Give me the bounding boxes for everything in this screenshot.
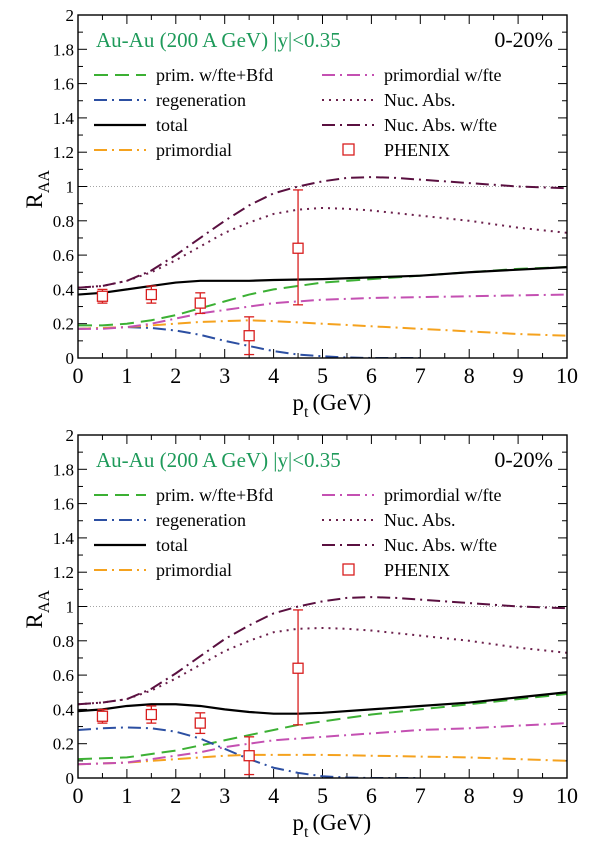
top-xtick-label: 3 <box>219 363 230 388</box>
top-series-primordial <box>78 319 567 337</box>
top-xtick-label: 6 <box>366 363 377 388</box>
bottom-legend-label: prim. w/fte+Bfd <box>156 485 273 505</box>
bottom-xtick-label: 5 <box>317 783 328 808</box>
bottom-legend-phenix-marker <box>342 563 355 576</box>
bottom-ytick-label: 0.8 <box>53 632 74 651</box>
top-xtick-label: 8 <box>464 363 475 388</box>
top-series-nuc-abs <box>78 206 567 289</box>
bottom-series-total <box>78 691 567 715</box>
bottom-ytick-label: 2 <box>66 426 75 445</box>
bottom-xtick-label: 1 <box>121 783 132 808</box>
top-phenix-point <box>145 288 158 301</box>
bottom-legend-label: regeneration <box>156 510 246 530</box>
bottom-series-primordial-w-fte <box>78 722 567 766</box>
bottom-phenix-point <box>292 662 304 674</box>
bottom-xtick-label: 0 <box>73 783 84 808</box>
top-legend-label: prim. w/fte+Bfd <box>156 65 273 85</box>
top-legend-phenix-marker <box>342 143 355 156</box>
bottom-panel: 0 1 2 3 4 5 6 7 8 9 10 0 0.2 0.4 0.6 0.8 1 1.2 1.4 1.6 1.8 2 A… <box>22 426 578 841</box>
bottom-ytick-label: 0.4 <box>53 700 75 719</box>
top-phenix-point <box>243 330 255 342</box>
top-xtick-label: 5 <box>317 363 328 388</box>
bottom-xtick-label: 2 <box>170 783 181 808</box>
bottom-phenix-point <box>96 710 109 722</box>
top-plot-frame <box>77 14 568 359</box>
top-series-total <box>78 266 567 296</box>
bottom-legend-label: Nuc. Abs. w/fte <box>384 535 497 555</box>
bottom-ytick-label: 1.8 <box>53 460 74 479</box>
bottom-chart-title: Au-Au (200 A GeV) |y|<0.35 <box>96 448 341 472</box>
top-legend-label: Nuc. Abs. w/fte <box>384 115 497 135</box>
top-xtick-label: 10 <box>556 363 578 388</box>
top-phenix-point <box>96 290 109 302</box>
bottom-series-primordial <box>78 753 567 766</box>
top-chart-title: Au-Au (200 A GeV) |y|<0.35 <box>96 28 341 52</box>
top-xtick-label: 9 <box>513 363 524 388</box>
top-phenix-point <box>194 297 206 309</box>
top-xtick-label: 2 <box>170 363 181 388</box>
top-ytick-label: 0.2 <box>53 315 74 334</box>
top-ytick-label: 1.4 <box>53 109 75 128</box>
bottom-legend-label: primordial w/fte <box>384 485 501 505</box>
top-ytick-label: 1 <box>66 178 75 197</box>
top-ytick-label: 2 <box>66 6 75 25</box>
bottom-ytick-label: 1.6 <box>53 495 74 514</box>
bottom-legend-label: Nuc. Abs. <box>384 510 456 530</box>
top-x-axis-label: pt (GeV) <box>293 390 372 421</box>
top-legend-label: total <box>156 115 188 135</box>
top-legend-label: primordial <box>156 140 232 160</box>
top-xtick-label: 1 <box>121 363 132 388</box>
bottom-legend-label: total <box>156 535 188 555</box>
top-phenix-point <box>292 242 304 254</box>
bottom-legend-label: PHENIX <box>384 560 450 580</box>
bottom-series-regeneration <box>78 726 421 778</box>
top-ytick-label: 1.6 <box>53 75 74 94</box>
top-ytick-label: 1.8 <box>53 40 74 59</box>
bottom-ytick-label: 1.4 <box>53 529 75 548</box>
top-ytick-label: 0.6 <box>53 246 74 265</box>
top-legend-label: PHENIX <box>384 140 450 160</box>
top-series-nuc-abs-w-fte <box>78 176 567 289</box>
top-legend-label: Nuc. Abs. <box>384 90 456 110</box>
bottom-xtick-label: 3 <box>219 783 230 808</box>
bottom-series-nuc-abs-w-fte <box>78 596 567 706</box>
bottom-ytick-label: 1 <box>66 598 75 617</box>
top-legend-label: regeneration <box>156 90 246 110</box>
top-series-primordial-w-fte <box>78 293 567 330</box>
top-centrality-label: 0-20% <box>494 27 553 52</box>
top-xtick-label: 0 <box>73 363 84 388</box>
bottom-ytick-label: 1.2 <box>53 563 74 582</box>
bottom-phenix-point <box>194 717 206 729</box>
bottom-series-nuc-abs <box>78 626 567 706</box>
bottom-x-axis-label: pt (GeV) <box>293 810 372 841</box>
top-ytick-label: 0.4 <box>53 280 75 299</box>
top-ytick-label: 0 <box>66 349 75 368</box>
bottom-xtick-label: 6 <box>366 783 377 808</box>
top-xtick-label: 4 <box>268 363 279 388</box>
bottom-xtick-label: 10 <box>556 783 578 808</box>
top-y-axis-label: RAA <box>22 170 53 209</box>
bottom-y-axis-label: RAA <box>22 590 53 629</box>
bottom-xtick-label: 8 <box>464 783 475 808</box>
bottom-ytick-label: 0 <box>66 769 75 788</box>
top-ytick-label: 1.2 <box>53 143 74 162</box>
top-legend-label: primordial w/fte <box>384 65 501 85</box>
bottom-centrality-label: 0-20% <box>494 447 553 472</box>
bottom-xtick-label: 4 <box>268 783 279 808</box>
bottom-plot-frame <box>77 434 568 779</box>
top-ytick-label: 0.8 <box>53 212 74 231</box>
bottom-xtick-label: 9 <box>513 783 524 808</box>
bottom-phenix-point <box>243 750 255 762</box>
top-panel: 0 1 2 3 4 5 6 7 8 9 10 0 0.2 0.4 0.6 0.8 1 1.2 1.4 1.6 1.8 2 A… <box>22 6 578 421</box>
bottom-xtick-label: 7 <box>415 783 426 808</box>
bottom-ytick-label: 0.6 <box>53 666 74 685</box>
top-xtick-label: 7 <box>415 363 426 388</box>
bottom-phenix-point <box>145 708 158 721</box>
bottom-legend-label: primordial <box>156 560 232 580</box>
bottom-ytick-label: 0.2 <box>53 735 74 754</box>
